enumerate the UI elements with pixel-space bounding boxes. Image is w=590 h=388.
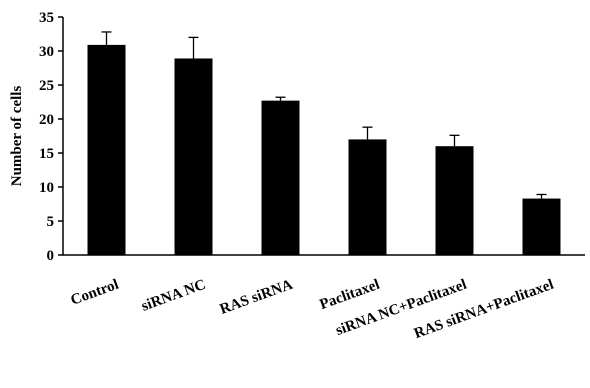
y-axis-title-group: Number of cells: [9, 86, 25, 187]
category-labels: Control siRNA NC RAS siRNA PaclitaxelsiRNA …: [69, 277, 556, 342]
category-label: Control: [69, 277, 121, 309]
bar-3: [261, 100, 300, 255]
y-tick-label: 10: [39, 180, 54, 196]
bars: [87, 44, 561, 256]
y-tick-label: 5: [47, 214, 55, 230]
error-bars: [101, 31, 547, 199]
y-tick-label: 35: [39, 10, 54, 26]
y-ticks: 0 5 10 15 20 25 30 35: [39, 10, 63, 264]
y-axis-title: Number of cells: [9, 86, 25, 187]
category-label: RAS siRNA: [218, 277, 295, 318]
y-tick-label: 0: [47, 248, 55, 264]
y-tick-label: 20: [39, 112, 54, 128]
bar-6: [522, 198, 561, 255]
category-label: siRNA NC: [139, 277, 208, 315]
bar-2: [174, 58, 213, 256]
bar-5: [435, 146, 474, 255]
axes: [62, 17, 585, 256]
y-tick-label: 25: [39, 78, 54, 94]
bar-1: [87, 44, 126, 255]
y-tick-label: 15: [39, 146, 54, 162]
bar-4: [348, 139, 387, 255]
y-tick-label: 30: [39, 44, 54, 60]
category-label: Paclitaxel: [318, 277, 382, 313]
